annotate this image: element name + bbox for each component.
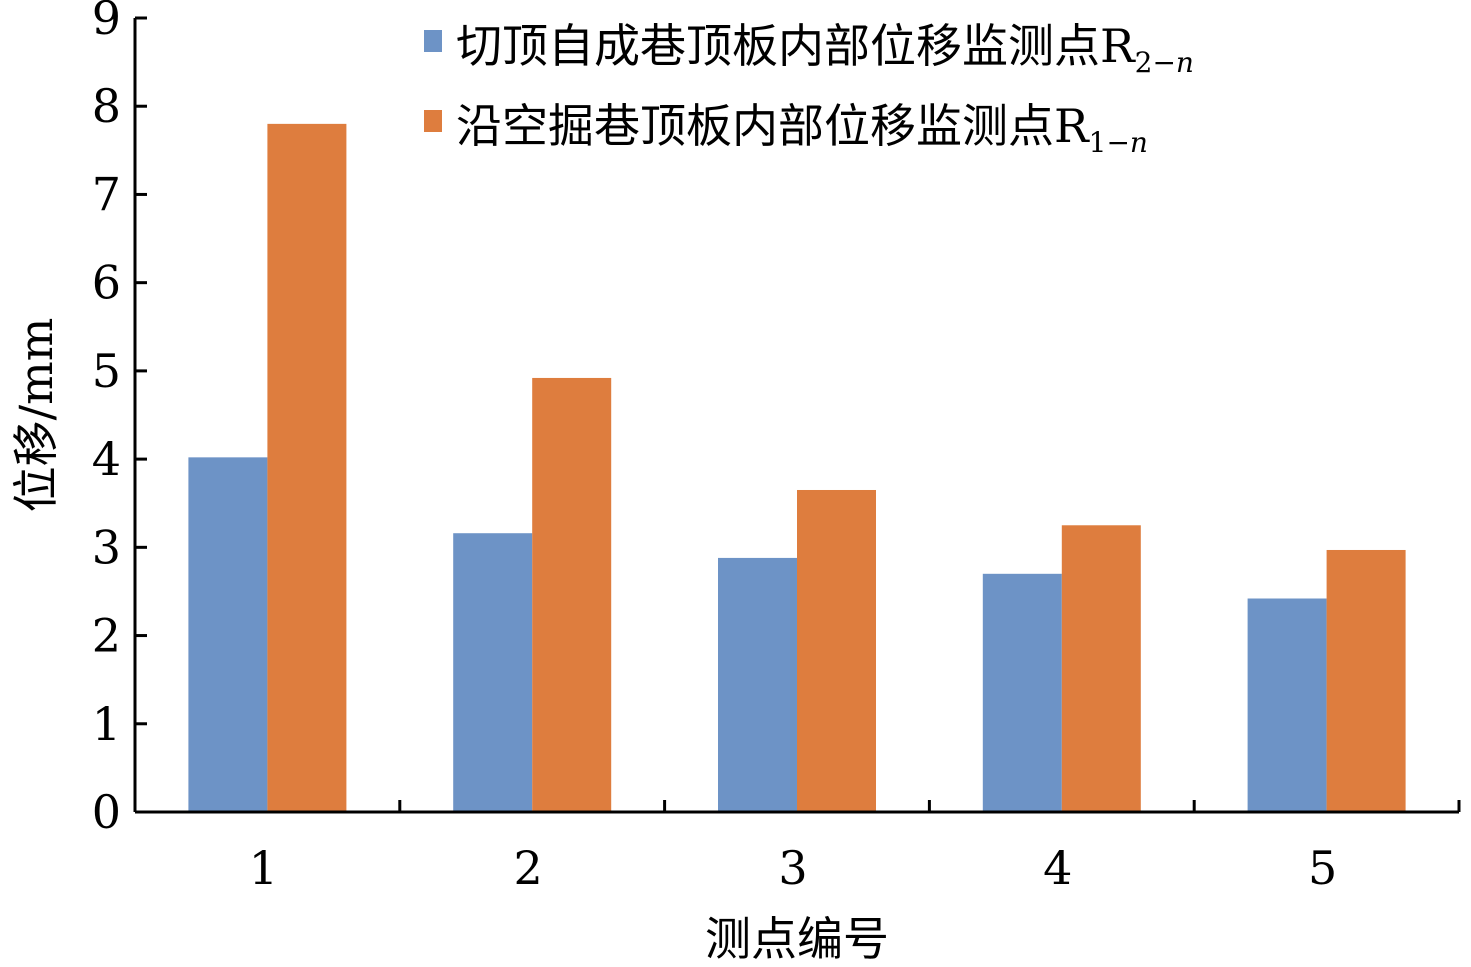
y-tick-label: 6 bbox=[92, 256, 121, 310]
y-tick-label: 9 bbox=[92, 0, 121, 45]
bar-series2-category-5 bbox=[1326, 549, 1406, 812]
bar-series1-category-4 bbox=[982, 573, 1062, 812]
x-tick-label: 2 bbox=[514, 841, 543, 895]
bar-series1-category-2 bbox=[453, 533, 533, 812]
x-tick-label: 1 bbox=[249, 841, 278, 895]
bar-series2-category-4 bbox=[1061, 525, 1141, 812]
y-tick-label: 5 bbox=[92, 344, 121, 398]
bars-layer bbox=[188, 123, 1406, 812]
legend-swatch-series1 bbox=[424, 30, 442, 52]
y-tick-label: 1 bbox=[92, 697, 121, 751]
legend: 切顶自成巷顶板内部位移监测点R2−n 沿空掘巷顶板内部位移监测点R1−n bbox=[424, 19, 1194, 159]
bar-series2-category-1 bbox=[267, 123, 347, 812]
bar-series2-category-2 bbox=[532, 377, 612, 812]
x-ticks: 1 2 3 4 5 bbox=[249, 800, 1461, 895]
x-tick-label: 3 bbox=[778, 841, 807, 895]
bar-series2-category-3 bbox=[797, 489, 876, 812]
bar-series1-category-1 bbox=[188, 457, 268, 812]
y-tick-label: 4 bbox=[92, 432, 121, 486]
legend-label-series1: 切顶自成巷顶板内部位移监测点R2−n bbox=[456, 19, 1194, 79]
y-ticks: 0 1 2 3 4 5 6 7 8 9 bbox=[92, 0, 147, 839]
y-tick-label: 0 bbox=[92, 785, 121, 839]
axes-layer bbox=[133, 18, 1459, 814]
y-tick-label: 3 bbox=[92, 520, 121, 574]
y-axis-title: 位移/mm bbox=[9, 318, 63, 513]
y-tick-label: 8 bbox=[92, 79, 121, 133]
x-axis-title: 测点编号 bbox=[705, 912, 889, 966]
x-tick-label: 5 bbox=[1308, 841, 1337, 895]
bar-series1-category-3 bbox=[718, 557, 797, 812]
bar-series1-category-5 bbox=[1247, 598, 1327, 812]
legend-label-series2: 沿空掘巷顶板内部位移监测点R1−n bbox=[456, 99, 1148, 159]
legend-swatch-series2 bbox=[424, 110, 442, 132]
y-tick-label: 2 bbox=[92, 609, 121, 663]
y-tick-label: 7 bbox=[92, 167, 121, 221]
x-tick-label: 4 bbox=[1043, 841, 1072, 895]
